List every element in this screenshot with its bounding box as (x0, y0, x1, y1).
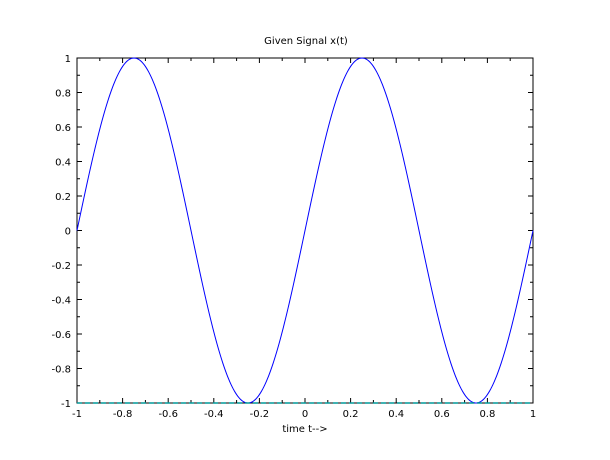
x-axis-label: time t--> (282, 424, 327, 435)
y-tick-label: -0.6 (51, 330, 71, 341)
series-sine-line (76, 57, 534, 404)
y-tick-label: -0.2 (51, 261, 71, 272)
y-tick-label: 0.4 (55, 158, 71, 169)
x-tick-label: 0.4 (388, 409, 404, 420)
y-tick-label: 0.8 (55, 89, 71, 100)
y-tick-label: -0.8 (51, 365, 71, 376)
x-tick-label: 0 (302, 409, 308, 420)
y-tick-label: 1 (65, 54, 71, 65)
x-tick-label: 0.8 (479, 409, 495, 420)
x-tick-label: -1 (72, 409, 82, 420)
y-tick-label: 0.6 (55, 123, 71, 134)
tick-labels: -1 -0.8 -0.6 -0.4 -0.2 0 0.2 0.4 0.6 0.8 1 -1 -0.8 -0… (51, 54, 536, 420)
y-tick-label: -1 (61, 399, 71, 410)
x-tick-label: -0.6 (158, 409, 178, 420)
y-tick-label: -0.4 (51, 296, 71, 307)
series-lines (76, 57, 534, 404)
x-tick-label: -0.8 (113, 409, 133, 420)
x-tick-label: 0.2 (343, 409, 359, 420)
tick-marks (76, 57, 534, 404)
x-tick-label: 1 (530, 409, 536, 420)
x-tick-label: -0.2 (250, 409, 270, 420)
x-tick-label: 0.6 (434, 409, 450, 420)
y-tick-label: 0.2 (55, 192, 71, 203)
y-tick-label: 0 (65, 227, 71, 238)
chart-title: Given Signal x(t) (264, 36, 348, 47)
x-tick-label: -0.4 (204, 409, 224, 420)
